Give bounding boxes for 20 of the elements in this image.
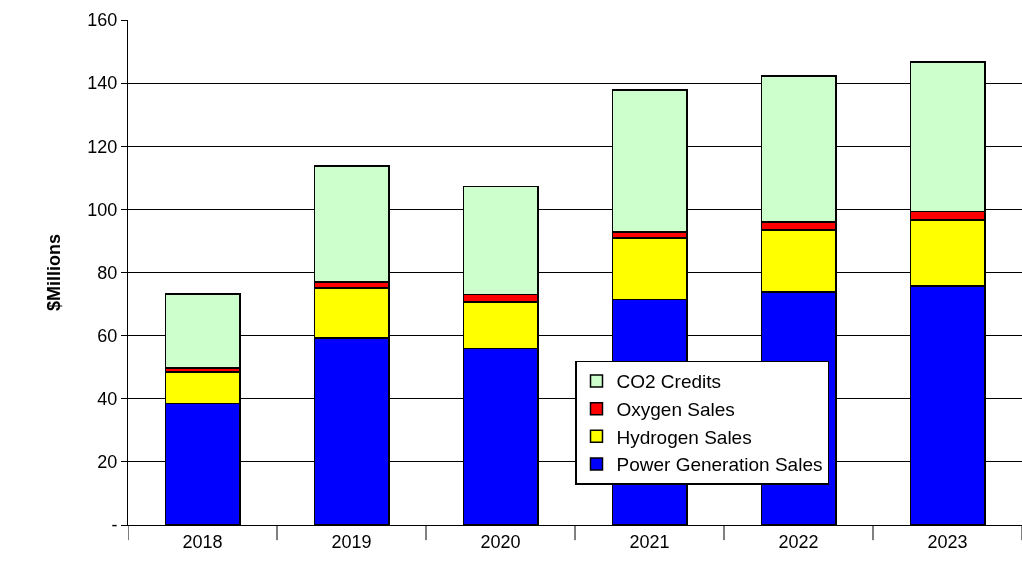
legend-label: Power Generation Sales	[616, 454, 823, 476]
y-axis-title: $Millions	[43, 233, 64, 312]
y-tick-label: 160	[87, 10, 118, 31]
y-tick-label: -	[111, 515, 118, 536]
y-tick-label: 40	[97, 389, 118, 410]
x-tick-label: 2021	[629, 531, 670, 552]
y-tick-label: 140	[87, 73, 118, 94]
y-tick-label: 100	[87, 199, 118, 220]
x-tick-label: 2018	[182, 531, 223, 552]
x-tick-label: 2022	[778, 531, 819, 552]
y-tick-label: 80	[97, 262, 118, 283]
y-tick-label: 20	[97, 452, 118, 473]
x-tick-label: 2023	[927, 531, 968, 552]
y-tick-label: 60	[97, 325, 118, 346]
legend-label: Hydrogen Sales	[616, 426, 752, 448]
y-tick-label: 120	[87, 136, 118, 157]
legend-label: Oxygen Sales	[616, 399, 735, 421]
x-tick-label: 2019	[331, 531, 372, 552]
x-tick-label: 2020	[480, 531, 521, 552]
legend-label: CO2 Credits	[616, 371, 722, 393]
